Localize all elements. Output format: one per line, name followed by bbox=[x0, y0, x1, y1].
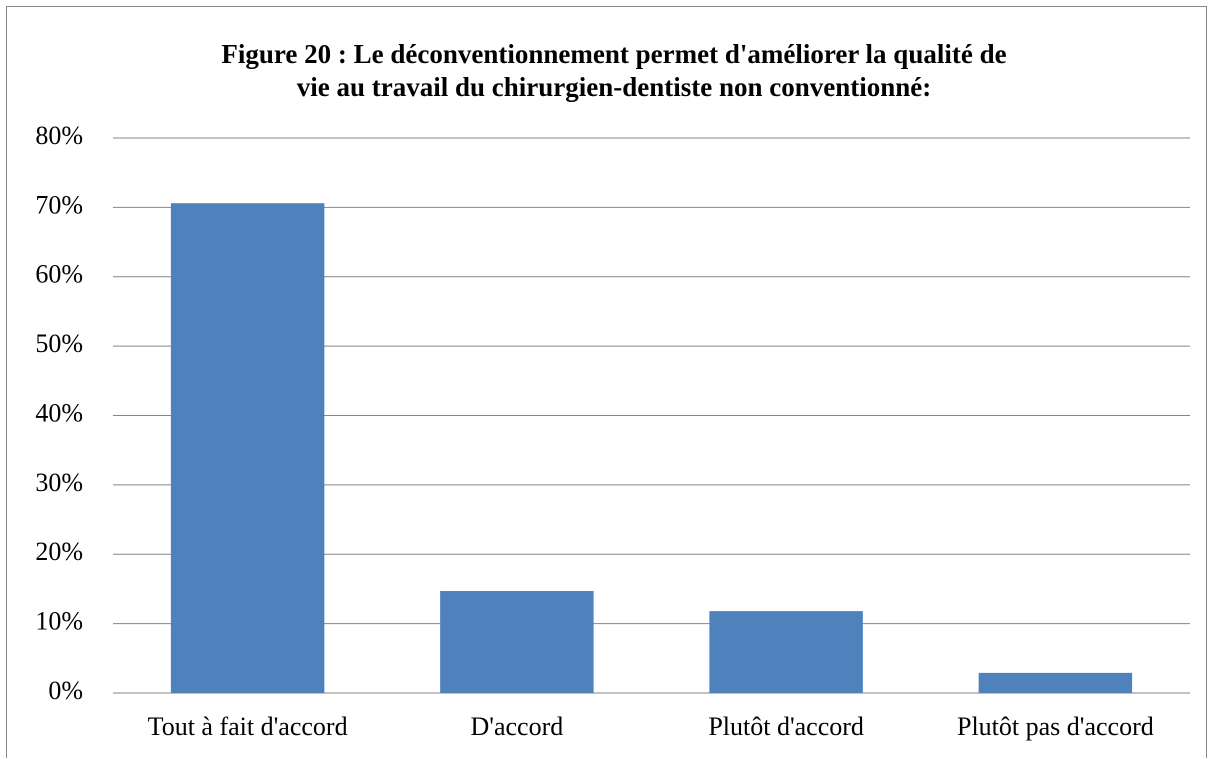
x-tick-label: Plutôt d'accord bbox=[708, 712, 864, 741]
y-tick-label: 80% bbox=[35, 121, 83, 150]
y-tick-label: 50% bbox=[35, 329, 83, 358]
x-tick-label: Plutôt pas d'accord bbox=[957, 712, 1154, 741]
y-tick-label: 60% bbox=[35, 260, 83, 289]
x-tick-label: D'accord bbox=[471, 712, 564, 741]
x-tick-label: Tout à fait d'accord bbox=[148, 712, 348, 741]
bar bbox=[978, 672, 1133, 693]
bar bbox=[170, 203, 325, 693]
y-tick-label: 40% bbox=[35, 398, 83, 427]
bar bbox=[440, 591, 594, 693]
y-tick-label: 30% bbox=[35, 468, 83, 497]
y-tick-label: 10% bbox=[35, 607, 83, 636]
chart-title: Figure 20 : Le déconventionnement permet… bbox=[221, 39, 1006, 69]
y-tick-label: 0% bbox=[48, 676, 83, 705]
y-tick-label: 20% bbox=[35, 537, 83, 566]
y-tick-label: 70% bbox=[35, 190, 83, 219]
chart-title: vie au travail du chirurgien-dentiste no… bbox=[297, 72, 932, 102]
bar bbox=[709, 611, 863, 693]
